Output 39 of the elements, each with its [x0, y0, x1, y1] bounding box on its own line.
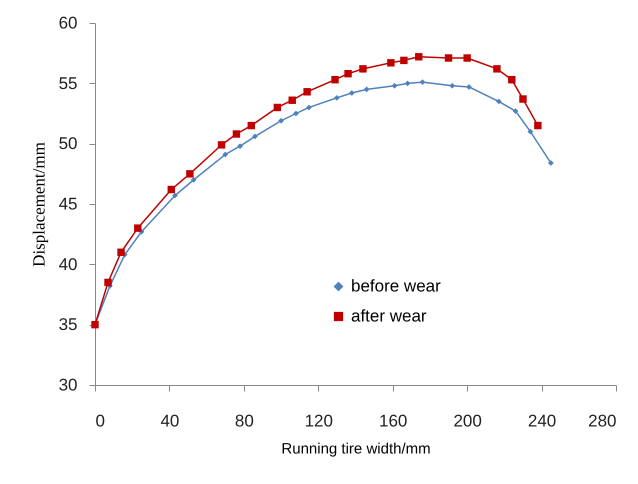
point: [512, 108, 518, 114]
y-tick-label: 30: [58, 376, 78, 394]
x-tick-label: 160: [379, 412, 408, 430]
point: [190, 177, 196, 183]
x-axis-title: Running tire width/mm: [281, 440, 431, 458]
point: [278, 118, 284, 124]
point: [420, 79, 426, 85]
point: [392, 83, 398, 88]
y-tick-label: 40: [58, 254, 78, 274]
point: [364, 86, 370, 92]
legend-label: before wear: [351, 276, 442, 296]
x-tick-label: 120: [304, 412, 333, 430]
point: [450, 83, 455, 88]
point: [306, 104, 312, 110]
y-tick-label: 50: [58, 134, 78, 154]
y-axis-title: Displacement/mm: [30, 142, 49, 267]
y-tick-label: 45: [58, 194, 78, 214]
point: [172, 192, 178, 198]
x-tick-label: 280: [588, 412, 616, 430]
point: [404, 80, 410, 86]
x-tick-label: 0: [96, 412, 105, 430]
point: [222, 152, 228, 158]
x-tick-label: 80: [234, 412, 254, 430]
point: [252, 134, 258, 140]
point: [237, 143, 243, 149]
y-tick-label: 60: [58, 14, 78, 32]
point: [548, 160, 554, 166]
y-tick-label: 35: [58, 315, 78, 334]
point: [334, 95, 340, 101]
point: [528, 128, 534, 134]
point: [349, 90, 355, 96]
point: [496, 98, 502, 104]
point: [466, 84, 472, 90]
legend-label: after wear: [351, 306, 427, 326]
x-tick-label: 240: [528, 412, 556, 430]
y-tick-label: 55: [58, 74, 78, 93]
point: [293, 110, 299, 116]
x-tick-label: 40: [160, 412, 180, 430]
x-tick-label: 200: [453, 412, 482, 430]
